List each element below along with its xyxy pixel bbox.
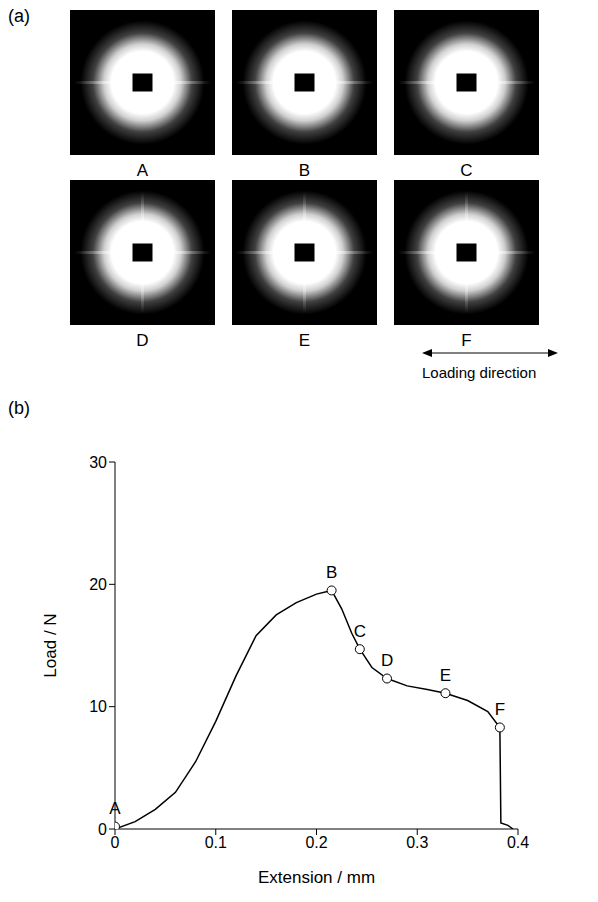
svg-text:0: 0 <box>111 834 120 851</box>
html-text:C: C <box>460 161 473 180</box>
svg-text:0.2: 0.2 <box>305 834 327 851</box>
html-text:B: B <box>298 161 311 180</box>
svg-text:20: 20 <box>89 576 107 593</box>
svg-text:10: 10 <box>89 698 107 715</box>
svg-text:E: E <box>440 666 451 685</box>
html-text:Loading direction: Loading direction <box>422 364 537 381</box>
html-text:F: F <box>461 331 472 350</box>
html-text:D: D <box>136 331 149 350</box>
svg-text:0.1: 0.1 <box>205 834 227 851</box>
svg-text:30: 30 <box>89 454 107 471</box>
svg-text:D: D <box>381 651 393 670</box>
svg-text:0: 0 <box>98 821 107 838</box>
svg-text:Load / N: Load / N <box>41 613 60 677</box>
svg-text:0.4: 0.4 <box>507 834 529 851</box>
html-text:(b): (b) <box>8 398 30 418</box>
html-text:E: E <box>298 331 311 350</box>
html-text:A: A <box>136 161 149 180</box>
svg-text:0.3: 0.3 <box>406 834 428 851</box>
svg-text:C: C <box>354 622 366 641</box>
svg-text:B: B <box>326 563 337 582</box>
svg-text:F: F <box>495 700 505 719</box>
html-text:(a): (a) <box>8 6 30 26</box>
svg-text:A: A <box>109 799 121 818</box>
svg-text:Extension / mm: Extension / mm <box>258 868 375 887</box>
